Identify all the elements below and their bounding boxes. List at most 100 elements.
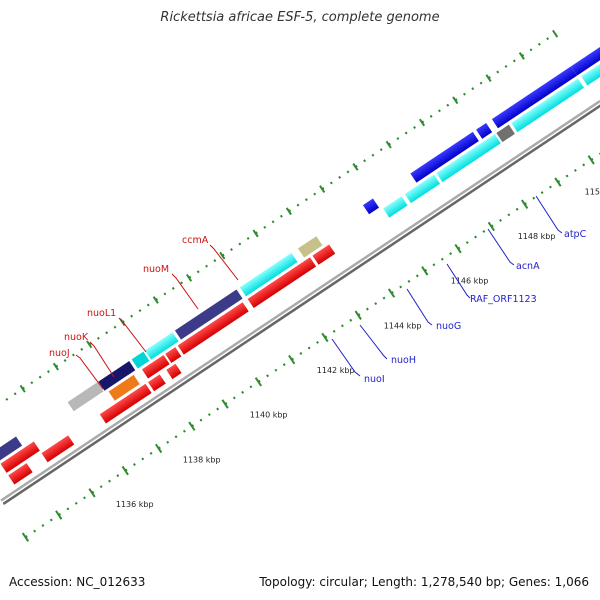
label-nuoM[interactable]: nuoM	[143, 264, 199, 310]
major-tick	[487, 221, 495, 232]
gene-arrow-red[interactable]	[166, 363, 182, 380]
major-tick	[288, 354, 296, 365]
label-nuoJ-text: nuoJ	[49, 348, 70, 359]
major-tick	[554, 177, 562, 187]
label-nuoL1-text: nuoL1	[87, 308, 116, 319]
major-tick	[521, 199, 529, 209]
label-nuoK[interactable]: nuoK	[64, 332, 115, 378]
label-RAF_ORF1123[interactable]: RAF_ORF1123	[446, 263, 537, 305]
scale-label: 1138 kbp	[183, 455, 221, 464]
major-tick	[452, 96, 459, 105]
major-tick	[385, 140, 392, 149]
gene-arrow-teal[interactable]	[131, 351, 150, 369]
gene-arrow-red[interactable]	[165, 347, 182, 363]
major-tick	[321, 332, 329, 343]
label-nuoI[interactable]: nuoI	[331, 338, 385, 385]
genome-track: 1136 kbp 1138 kbp 1140 kbp 1142 kbp 1144 kbp…	[0, 29, 600, 542]
label-nuoM-text: nuoM	[143, 264, 169, 275]
label-acnA-text: acnA	[516, 261, 540, 272]
gene-arrow-red[interactable]	[247, 257, 317, 309]
label-nuoJ[interactable]: nuoJ	[49, 348, 104, 390]
gene-arrow-red[interactable]	[8, 463, 33, 485]
gene-arrow-atpC[interactable]	[570, 44, 600, 76]
label-acnA[interactable]: acnA	[487, 228, 540, 272]
major-tick	[19, 384, 26, 393]
gene-arrow-cyan[interactable]	[383, 196, 408, 218]
label-atpC[interactable]: atpC	[535, 195, 587, 240]
scale-label: 1150 kbp	[585, 187, 600, 196]
gene-arrow-nuoG[interactable]	[491, 66, 578, 129]
backbone-inner	[2, 103, 600, 505]
major-tick	[221, 399, 229, 409]
label-nuoG[interactable]: nuoG	[406, 288, 461, 332]
gene-arrow-nuoH[interactable]	[410, 131, 479, 183]
label-nuoL1[interactable]: nuoL1	[87, 308, 147, 353]
label-ccmA-text: ccmA	[182, 235, 209, 246]
major-tick	[418, 118, 426, 127]
scale-tick-row	[24, 136, 600, 539]
gene-arrow-gray[interactable]	[67, 382, 104, 412]
gene-arrow-red[interactable]	[141, 354, 170, 379]
label-ccmA[interactable]: ccmA	[182, 235, 239, 281]
major-tick	[319, 185, 326, 193]
map-title: Rickettsia africae ESF-5, complete genom…	[160, 10, 440, 25]
scale-label: 1140 kbp	[250, 411, 288, 420]
major-tick	[254, 377, 263, 387]
outer-tick-row	[0, 32, 556, 435]
gene-arrow-gray[interactable]	[496, 124, 515, 143]
major-tick	[88, 488, 96, 498]
label-nuoH[interactable]: nuoH	[359, 324, 416, 366]
gene-arrow-RAF_ORF1123[interactable]	[436, 134, 501, 183]
gene-arrow-ccmA[interactable]	[298, 236, 323, 258]
scale-label: 1144 kbp	[384, 321, 422, 330]
gene-arrow-orange[interactable]	[108, 374, 140, 401]
gene-arrow-acnA[interactable]	[511, 78, 584, 133]
gene-arrow-cyan[interactable]	[581, 54, 600, 86]
major-tick	[454, 243, 462, 254]
major-tick	[121, 465, 129, 476]
features-far-right	[570, 44, 600, 86]
major-tick	[186, 273, 193, 282]
major-tick	[352, 162, 359, 171]
major-tick	[52, 362, 59, 371]
features-left	[0, 236, 336, 485]
label-atpC-text: atpC	[564, 229, 587, 240]
scale-labels: 1136 kbp 1138 kbp 1140 kbp 1142 kbp 1144 kbp…	[116, 187, 600, 509]
gene-arrow-nuoL1[interactable]	[174, 289, 243, 340]
major-tick	[188, 421, 196, 431]
major-tick	[154, 443, 163, 454]
gene-arrow-red[interactable]	[41, 435, 75, 463]
gene-arrow-nuoM[interactable]	[239, 252, 298, 297]
gene-arrow-red[interactable]	[99, 383, 152, 424]
major-tick	[421, 266, 429, 276]
gene-arrow-red[interactable]	[0, 441, 40, 473]
gene-arrow-red[interactable]	[177, 302, 249, 355]
major-tick	[485, 74, 492, 82]
gene-arrow-cyan[interactable]	[404, 174, 441, 204]
gene-arrow-blue[interactable]	[476, 123, 493, 139]
label-RAF_ORF1123-text: RAF_ORF1123	[470, 294, 537, 305]
major-tick	[86, 340, 93, 349]
label-nuoH-text: nuoH	[391, 355, 416, 366]
gene-arrow-navy[interactable]	[98, 361, 136, 391]
topology-summary-text: Topology: circular; Length: 1,278,540 bp…	[259, 575, 589, 589]
label-nuoK-text: nuoK	[64, 332, 89, 343]
gene-arrow-nuoI[interactable]	[362, 198, 380, 215]
major-tick-marks	[19, 29, 595, 542]
backbone-outer	[0, 100, 600, 502]
gene-arrow-red[interactable]	[148, 374, 166, 392]
gene-labels: atpC acnA RAF_ORF1123 nuoG nuoH nuoI ccm…	[49, 195, 587, 390]
accession-text: Accession: NC_012633	[9, 575, 146, 589]
major-tick	[285, 207, 292, 216]
major-tick	[21, 532, 30, 542]
gene-arrow-red[interactable]	[312, 244, 336, 265]
gene-arrow-nuoK[interactable]	[144, 332, 179, 360]
gene-arrow-left-purple[interactable]	[0, 436, 23, 462]
features-right	[362, 66, 584, 218]
label-nuoG-text: nuoG	[436, 321, 461, 332]
major-tick	[518, 52, 525, 60]
scale-label: 1136 kbp	[116, 500, 154, 509]
major-tick	[252, 229, 259, 238]
major-tick	[552, 29, 559, 38]
